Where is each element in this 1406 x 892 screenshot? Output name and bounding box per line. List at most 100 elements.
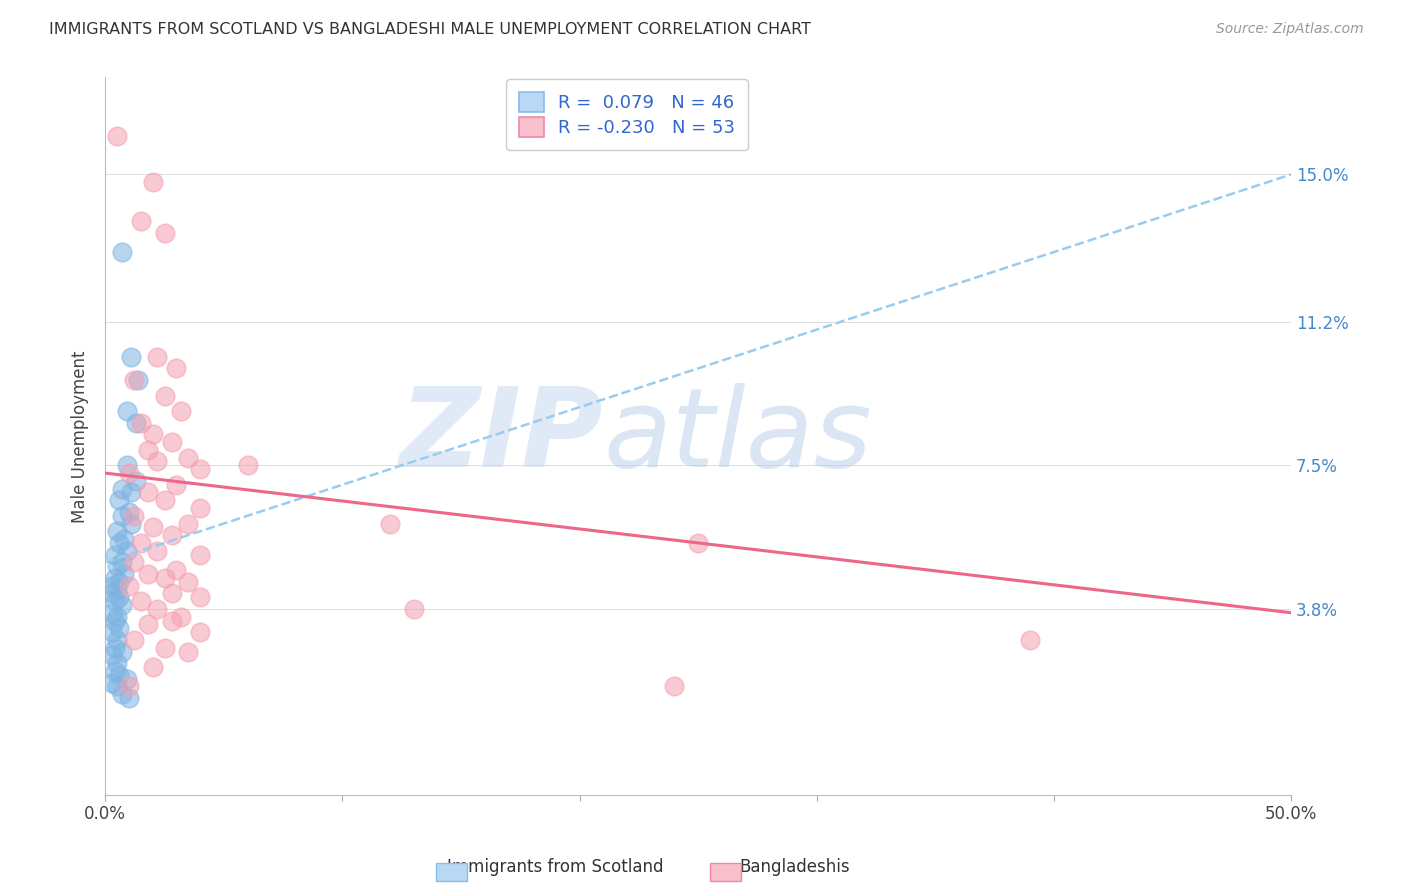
Point bbox=[120, 350, 142, 364]
Point bbox=[101, 625, 124, 640]
Y-axis label: Male Unemployment: Male Unemployment bbox=[72, 350, 89, 523]
Point bbox=[129, 594, 152, 608]
Point bbox=[1019, 632, 1042, 647]
Point bbox=[105, 632, 128, 647]
Point bbox=[122, 373, 145, 387]
Point bbox=[170, 404, 193, 418]
Point bbox=[165, 477, 187, 491]
Point bbox=[108, 536, 131, 550]
Point bbox=[118, 691, 141, 706]
Point bbox=[177, 450, 200, 465]
Text: Immigrants from Scotland: Immigrants from Scotland bbox=[447, 858, 664, 876]
Point bbox=[122, 508, 145, 523]
Point bbox=[129, 214, 152, 228]
Point bbox=[136, 566, 159, 581]
Point bbox=[120, 485, 142, 500]
Point bbox=[105, 559, 128, 574]
Point bbox=[101, 606, 124, 620]
Point bbox=[112, 532, 135, 546]
Point bbox=[142, 660, 165, 674]
Point bbox=[160, 435, 183, 450]
Point bbox=[165, 563, 187, 577]
Point bbox=[118, 578, 141, 592]
Point bbox=[120, 516, 142, 531]
Point bbox=[688, 536, 710, 550]
Point bbox=[153, 493, 176, 508]
Point bbox=[153, 571, 176, 585]
Point bbox=[101, 675, 124, 690]
Point bbox=[136, 485, 159, 500]
Point bbox=[142, 175, 165, 189]
Point bbox=[108, 574, 131, 589]
Point bbox=[101, 648, 124, 663]
Point bbox=[104, 664, 127, 678]
Point bbox=[160, 528, 183, 542]
Text: Source: ZipAtlas.com: Source: ZipAtlas.com bbox=[1216, 22, 1364, 37]
Point bbox=[111, 245, 134, 260]
Point bbox=[146, 350, 169, 364]
Point bbox=[146, 454, 169, 468]
Point bbox=[236, 458, 259, 473]
Point bbox=[104, 640, 127, 655]
Point bbox=[188, 591, 211, 605]
Point bbox=[177, 516, 200, 531]
Point bbox=[177, 574, 200, 589]
Point bbox=[111, 598, 134, 612]
Point bbox=[188, 462, 211, 476]
Point bbox=[188, 548, 211, 562]
Point bbox=[146, 543, 169, 558]
Point bbox=[127, 373, 149, 387]
Point bbox=[188, 625, 211, 640]
Point bbox=[136, 617, 159, 632]
Point bbox=[105, 128, 128, 143]
Point bbox=[115, 404, 138, 418]
Point bbox=[153, 640, 176, 655]
Legend: R =  0.079   N = 46, R = -0.230   N = 53: R = 0.079 N = 46, R = -0.230 N = 53 bbox=[506, 79, 748, 150]
Point bbox=[160, 614, 183, 628]
Point bbox=[111, 508, 134, 523]
Point bbox=[115, 672, 138, 686]
Point bbox=[664, 680, 686, 694]
Point bbox=[378, 516, 401, 531]
Point bbox=[118, 680, 141, 694]
Point bbox=[111, 555, 134, 569]
Point bbox=[111, 687, 134, 701]
Point bbox=[108, 493, 131, 508]
Point bbox=[104, 614, 127, 628]
Point bbox=[160, 586, 183, 600]
Point bbox=[136, 442, 159, 457]
Text: ZIP: ZIP bbox=[399, 383, 603, 490]
Point bbox=[153, 226, 176, 240]
Point bbox=[402, 602, 425, 616]
Point bbox=[153, 388, 176, 402]
Point bbox=[105, 582, 128, 597]
Point bbox=[105, 680, 128, 694]
Point bbox=[129, 416, 152, 430]
Point bbox=[165, 361, 187, 376]
Point bbox=[101, 586, 124, 600]
Point bbox=[177, 644, 200, 658]
Point bbox=[104, 594, 127, 608]
Point bbox=[111, 482, 134, 496]
Point bbox=[115, 458, 138, 473]
Point bbox=[125, 474, 148, 488]
Point bbox=[142, 427, 165, 442]
Text: atlas: atlas bbox=[603, 383, 872, 490]
Point bbox=[122, 555, 145, 569]
Point bbox=[142, 520, 165, 534]
Point bbox=[108, 668, 131, 682]
Text: Bangladeshis: Bangladeshis bbox=[740, 858, 849, 876]
Text: IMMIGRANTS FROM SCOTLAND VS BANGLADESHI MALE UNEMPLOYMENT CORRELATION CHART: IMMIGRANTS FROM SCOTLAND VS BANGLADESHI … bbox=[49, 22, 811, 37]
Point bbox=[122, 632, 145, 647]
Point bbox=[115, 543, 138, 558]
Point bbox=[101, 578, 124, 592]
Point bbox=[108, 621, 131, 635]
Point bbox=[146, 602, 169, 616]
Point bbox=[129, 536, 152, 550]
Point bbox=[104, 571, 127, 585]
Point bbox=[105, 524, 128, 539]
Point bbox=[112, 566, 135, 581]
Point bbox=[118, 466, 141, 480]
Point bbox=[170, 609, 193, 624]
Point bbox=[104, 548, 127, 562]
